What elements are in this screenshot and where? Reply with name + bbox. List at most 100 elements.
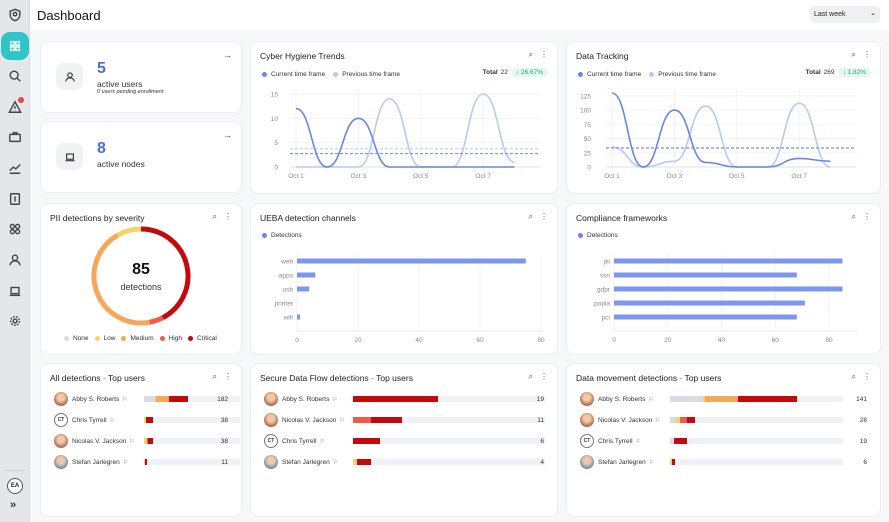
table-row[interactable]: Nicolas V. Jackson ⚐ 28 [567,413,880,431]
bar-web [297,258,526,264]
more-menu-icon[interactable]: ⋮ [863,50,871,59]
segment-critical [146,417,154,423]
more-menu-icon[interactable]: ⋮ [540,372,548,381]
more-menu-icon[interactable]: ⋮ [863,372,871,381]
user-name[interactable]: Stefan Jarlegren ⚐ [598,459,655,466]
table-row[interactable]: CT Chris Tyrrell ⚐ 38 [41,413,241,431]
expand-sidebar-button[interactable]: » [10,499,17,511]
avatar [264,455,278,469]
gear-icon[interactable] [3,309,27,333]
user-avatar[interactable]: EA [7,478,23,494]
zoom-icon[interactable]: ⌕ [851,372,856,381]
flag-icon[interactable]: ⚐ [129,439,135,445]
briefcase-icon[interactable] [3,125,27,149]
user-name[interactable]: Nicolas V. Jackson ⚐ [282,417,345,424]
y-tick-label: 5 [274,140,278,147]
pii-severity-card: PII detections by severity ⌕ ⋮ 85 detecti… [41,204,241,354]
flag-icon[interactable]: ⚐ [332,460,339,466]
zoom-icon[interactable]: ⌕ [212,372,217,381]
alert-icon[interactable] [3,95,27,119]
y-tick-label: 75 [584,122,592,129]
y-category-label: pci [602,315,610,322]
flag-icon[interactable]: ⚐ [655,418,661,424]
user-name[interactable]: Nicolas V. Jackson ⚐ [72,438,135,445]
table-row[interactable]: Nicolas V. Jackson ⚐ 11 [251,413,557,431]
table-row[interactable]: Abby S. Roberts ⚐ 141 [567,392,880,410]
report-icon[interactable] [3,187,27,211]
flag-icon[interactable]: ⚐ [319,439,325,445]
dashboard-icon[interactable] [1,32,29,60]
shield-logo-icon[interactable] [3,3,27,27]
laptop-icon[interactable] [3,279,27,303]
flag-icon[interactable]: ⚐ [648,397,654,403]
y-category-label: pii [603,259,610,266]
user-name[interactable]: Chris Tyrrell ⚐ [282,438,325,445]
detection-count: 19 [859,438,867,445]
table-row[interactable]: Stefan Jarlegren ⚐ 6 [567,455,880,473]
zoom-icon[interactable]: ⌕ [528,372,533,381]
flag-icon[interactable]: ⚐ [635,439,641,445]
flag-icon[interactable]: ⚐ [122,397,128,403]
more-menu-icon[interactable]: ⋮ [224,372,232,381]
user-icon[interactable] [3,248,27,272]
table-row[interactable]: Abby S. Roberts ⚐ 182 [41,392,241,410]
active-users-card[interactable]: 5 active users 0 users pending enrollmen… [41,42,241,112]
flag-icon[interactable]: ⚐ [109,418,115,424]
table-row[interactable]: CT Chris Tyrrell ⚐ 19 [567,434,880,452]
zoom-icon[interactable]: ⌕ [528,212,533,221]
legend-high: High [159,335,182,342]
table-row[interactable]: CT Chris Tyrrell ⚐ 6 [251,434,557,452]
table-row[interactable]: Nicolas V. Jackson ⚐ 38 [41,434,241,452]
avatar [54,392,68,406]
user-name[interactable]: Abby S. Roberts ⚐ [598,396,654,403]
user-name[interactable]: Stefan Jarlegren ⚐ [282,459,339,466]
severity-bar [670,459,843,465]
user-name[interactable]: Chris Tyrrell ⚐ [72,417,115,424]
detection-count: 11 [537,417,544,424]
user-icon [56,63,83,90]
severity-bar [353,459,545,465]
more-menu-icon[interactable]: ⋮ [540,212,548,221]
flag-icon[interactable]: ⚐ [332,397,338,403]
arrow-right-icon[interactable]: → [223,50,232,60]
change-badge: ↓ 26.67% [511,68,547,77]
zoom-icon[interactable]: ⌕ [528,50,533,59]
bar-apps [297,272,316,278]
y-tick-label: 15 [271,92,279,99]
detection-count: 38 [220,417,228,424]
card-title: Data Tracking [576,51,629,61]
more-menu-icon[interactable]: ⋮ [224,212,232,221]
severity-bar [353,417,545,423]
apps-icon[interactable] [3,217,27,241]
search-icon[interactable] [3,64,27,88]
flag-icon[interactable]: ⚐ [122,460,129,466]
severity-bar [144,417,240,423]
card-title: UEBA detection channels [260,213,356,223]
segment-critical [671,459,676,465]
user-name[interactable]: Stefan Jarlegren ⚐ [72,459,129,466]
zoom-icon[interactable]: ⌕ [851,50,856,59]
data-tracking-card: Data Tracking ⌕ ⋮ Current time frame Previ… [567,42,880,193]
active-nodes-card[interactable]: 8 active nodes → [41,122,241,192]
zoom-icon[interactable]: ⌕ [212,212,217,221]
date-range-select[interactable]: Last week ⌄ [810,6,880,23]
table-row[interactable]: Abby S. Roberts ⚐ 19 [251,392,557,410]
severity-bar [144,459,240,465]
user-name[interactable]: Abby S. Roberts ⚐ [72,396,128,403]
segment-none [144,396,155,402]
arrow-right-icon[interactable]: → [223,130,232,140]
trends-icon[interactable] [3,156,27,180]
user-name[interactable]: Abby S. Roberts ⚐ [282,396,338,403]
flag-icon[interactable]: ⚐ [339,418,345,424]
x-tick-label: Oct 1 [288,173,304,180]
user-name[interactable]: Chris Tyrrell ⚐ [598,438,641,445]
x-tick-label: Oct 7 [791,173,807,180]
user-name[interactable]: Nicolas V. Jackson ⚐ [598,417,661,424]
flag-icon[interactable]: ⚐ [648,460,655,466]
table-row[interactable]: Stefan Jarlegren ⚐ 4 [251,455,557,473]
all-detections-card: All detections - Top users ⌕ ⋮ Abby S. Robe… [41,364,241,516]
table-row[interactable]: Stefan Jarlegren ⚐ 11 [41,455,241,473]
more-menu-icon[interactable]: ⋮ [863,212,871,221]
more-menu-icon[interactable]: ⋮ [540,50,548,59]
zoom-icon[interactable]: ⌕ [851,212,856,221]
